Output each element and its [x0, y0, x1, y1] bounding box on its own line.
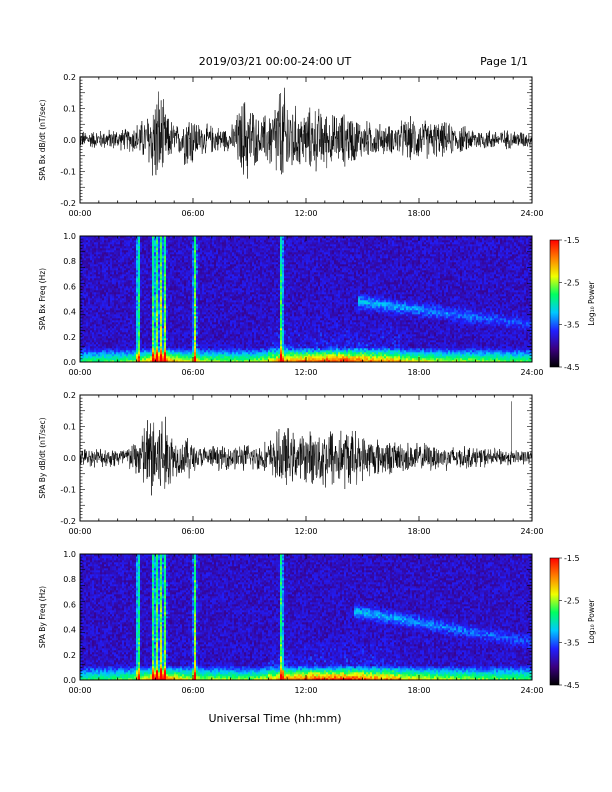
y-tick-label: 0.6 — [63, 600, 76, 609]
colorbar-tick-label: -4.5 — [564, 681, 580, 690]
y-tick-label: 0.8 — [63, 257, 76, 266]
y-tick-label: 0.2 — [63, 651, 76, 660]
y-tick-label: 0.0 — [63, 676, 76, 685]
colorbar-label: Log₁₀ Power — [587, 280, 596, 325]
x-tick-label: 18:00 — [407, 686, 430, 695]
spectrogram-cells — [80, 236, 532, 362]
spectrogram-cells — [80, 554, 532, 680]
y-axis-label: SPA By dB/dt (nT/sec) — [38, 417, 47, 498]
y-tick-label: -0.1 — [60, 168, 76, 177]
x-tick-label: 24:00 — [520, 368, 543, 377]
y-tick-label: 1.0 — [63, 232, 76, 241]
colorbar-tick-label: -2.5 — [564, 596, 580, 605]
y-tick-label: -0.2 — [60, 199, 76, 208]
y-tick-label: 0.0 — [63, 358, 76, 367]
y-tick-label: -0.2 — [60, 517, 76, 526]
y-axis-label: SPA Bx Freq (Hz) — [38, 268, 47, 330]
figure: 2019/03/21 00:00-24:00 UT Page 1/1 00:00… — [0, 0, 612, 792]
x-tick-label: 00:00 — [68, 527, 91, 536]
panel-by-spectrogram: 00:00 06:00 12:00 18:00 24:00 1.0 0.8 0.6 0.4 0.2… — [38, 550, 544, 695]
x-tick-label: 06:00 — [181, 527, 204, 536]
series-line — [80, 88, 532, 179]
x-tick-label: 12:00 — [294, 527, 317, 536]
y-tick-label: 0.0 — [63, 136, 76, 145]
x-tick-label: 18:00 — [407, 368, 430, 377]
y-axis-label: SPA By Freq (Hz) — [38, 586, 47, 648]
x-tick-label: 24:00 — [520, 527, 543, 536]
y-tick-label: 0.2 — [63, 391, 76, 400]
colorbar-tick-label: -1.5 — [564, 236, 580, 245]
y-tick-label: 0.0 — [63, 454, 76, 463]
colorbar-tick-label: -2.5 — [564, 278, 580, 287]
y-tick-label: 0.4 — [63, 308, 76, 317]
y-tick-label: 0.1 — [63, 105, 76, 114]
colorbar-tick-label: -4.5 — [564, 363, 580, 372]
x-tick-label: 24:00 — [520, 686, 543, 695]
colorbar-by: -1.5 -2.5 -3.5 -4.5 Log₁₀ Power — [550, 554, 596, 690]
x-tick-label: 12:00 — [294, 686, 317, 695]
colorbar-label: Log₁₀ Power — [587, 598, 596, 643]
x-tick-label: 12:00 — [294, 209, 317, 218]
y-axis-label: SPA Bx dB/dt (nT/sec) — [38, 99, 47, 180]
y-tick-label: 1.0 — [63, 550, 76, 559]
series-line — [80, 401, 532, 495]
y-tick-label: 0.6 — [63, 282, 76, 291]
colorbar-tick-label: -3.5 — [564, 639, 580, 648]
panel-bx-timeseries: 00:00 06:00 12:00 18:00 24:00 0.2 0.1 0.0 -0.1 -0… — [38, 73, 544, 218]
plot-title: 2019/03/21 00:00-24:00 UT — [199, 55, 352, 68]
x-axis-label: Universal Time (hh:mm) — [209, 712, 342, 725]
colorbar-gradient — [550, 558, 559, 685]
x-tick-label: 00:00 — [68, 368, 91, 377]
x-tick-label: 06:00 — [181, 209, 204, 218]
x-tick-label: 06:00 — [181, 368, 204, 377]
panel-by-timeseries: 00:00 06:00 12:00 18:00 24:00 0.2 0.1 0.0 -0.1 -0… — [38, 391, 544, 536]
x-tick-label: 00:00 — [68, 686, 91, 695]
colorbar-tick-label: -3.5 — [564, 321, 580, 330]
colorbar-tick-label: -1.5 — [564, 554, 580, 563]
y-tick-label: 0.4 — [63, 626, 76, 635]
x-tick-label: 24:00 — [520, 209, 543, 218]
x-tick-label: 12:00 — [294, 368, 317, 377]
x-tick-label: 00:00 — [68, 209, 91, 218]
colorbar-bx: -1.5 -2.5 -3.5 -4.5 Log₁₀ Power — [550, 236, 596, 372]
y-tick-label: 0.2 — [63, 333, 76, 342]
y-tick-label: -0.1 — [60, 486, 76, 495]
panel-bx-spectrogram: 00:00 06:00 12:00 18:00 24:00 1.0 0.8 0.6 0.4 0.2… — [38, 232, 544, 377]
y-tick-label: 0.2 — [63, 73, 76, 82]
x-tick-label: 18:00 — [407, 527, 430, 536]
y-tick-label: 0.8 — [63, 575, 76, 584]
page-indicator: Page 1/1 — [480, 55, 528, 68]
colorbar-gradient — [550, 240, 559, 367]
y-tick-label: 0.1 — [63, 423, 76, 432]
x-tick-label: 06:00 — [181, 686, 204, 695]
x-tick-label: 18:00 — [407, 209, 430, 218]
